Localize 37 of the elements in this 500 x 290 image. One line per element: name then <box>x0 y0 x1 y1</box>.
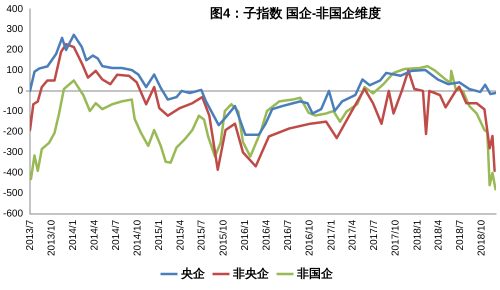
y-tick-label: 300 <box>6 24 24 36</box>
x-tick-label: 2018/10 <box>476 219 488 256</box>
y-tick-label: -300 <box>3 147 24 158</box>
x-tick-label: 2018/4 <box>434 219 445 250</box>
y-tick-label: -100 <box>3 106 24 118</box>
x-tick-label: 2015/1 <box>154 219 166 250</box>
x-tick-label: 2017/4 <box>348 219 359 250</box>
x-tick-label: 2014/1 <box>68 219 80 250</box>
x-tick-label: 2014/10 <box>132 219 144 256</box>
y-tick-label: 200 <box>6 44 24 56</box>
x-tick-label: 2016/7 <box>282 219 294 250</box>
legend-label: 非国企 <box>296 266 334 280</box>
x-tick-label: 2018/1 <box>412 219 424 250</box>
x-tick-label: 2013/10 <box>46 219 58 256</box>
legend-label: 央企 <box>181 266 206 280</box>
x-tick-label: 2017/7 <box>368 219 380 250</box>
x-tick-label: 2013/7 <box>24 219 36 250</box>
y-tick-label: 0 <box>17 86 24 97</box>
x-tick-label: 2017/1 <box>326 219 338 250</box>
y-tick-label: 400 <box>6 4 24 15</box>
x-tick-label: 2016/1 <box>240 219 252 250</box>
y-tick-label: -500 <box>3 188 24 200</box>
y-tick-label: -600 <box>3 208 24 220</box>
x-tick-label: 2016/10 <box>304 219 316 256</box>
y-tick-label: -400 <box>3 168 24 179</box>
x-tick-label: 2015/4 <box>175 219 186 250</box>
chart-title: 图4：子指数 国企-非国企维度 <box>210 6 382 21</box>
y-tick-label: 100 <box>6 65 24 76</box>
y-tick-label: -200 <box>3 126 24 138</box>
x-tick-label: 2017/10 <box>390 219 402 256</box>
x-tick-label: 2015/7 <box>196 219 208 250</box>
x-tick-label: 2014/7 <box>110 219 122 250</box>
x-tick-label: 2014/4 <box>89 219 100 250</box>
legend-label: 非央企 <box>232 266 270 280</box>
x-tick-label: 2018/7 <box>454 219 466 250</box>
x-tick-label: 2016/4 <box>262 219 273 250</box>
x-tick-label: 2015/10 <box>218 219 230 256</box>
